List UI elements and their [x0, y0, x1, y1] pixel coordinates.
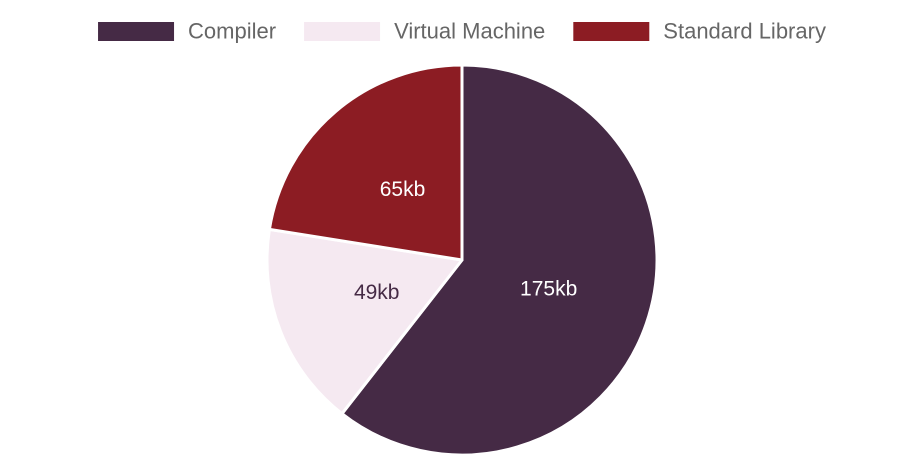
pie-slices	[265, 63, 659, 457]
legend-swatch-virtual-machine	[304, 22, 381, 41]
legend-item-compiler[interactable]: Compiler	[98, 18, 276, 43]
legend-swatch-standard-library	[573, 22, 650, 41]
legend-label-compiler: Compiler	[188, 18, 276, 43]
pie-slice-compiler[interactable]	[340, 63, 659, 457]
slice-labels: 175kb 49kb 65kb	[354, 178, 577, 304]
legend: Compiler Virtual Machine Standard Library	[98, 18, 826, 43]
slice-label-virtual-machine: 49kb	[354, 281, 400, 304]
legend-item-standard-library[interactable]: Standard Library	[573, 18, 826, 43]
pie-slice-standard-library[interactable]	[267, 63, 464, 262]
pie-slice-virtual-machine[interactable]	[265, 227, 464, 416]
legend-label-virtual-machine: Virtual Machine	[394, 18, 545, 43]
legend-swatch-compiler	[98, 22, 175, 41]
legend-label-standard-library: Standard Library	[663, 18, 826, 43]
legend-item-virtual-machine[interactable]: Virtual Machine	[304, 18, 545, 43]
slice-label-standard-library: 65kb	[380, 178, 426, 201]
slice-label-compiler: 175kb	[520, 277, 577, 300]
